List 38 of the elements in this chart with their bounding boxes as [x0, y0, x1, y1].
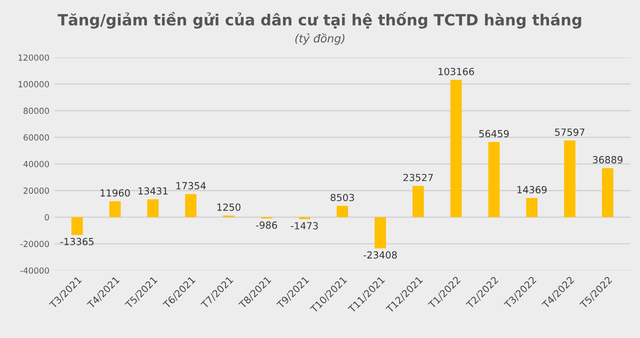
data-label: 23527	[403, 174, 433, 182]
chart-subtitle: (tỷ đồng)	[295, 33, 344, 45]
bar	[374, 217, 386, 248]
bar	[336, 206, 348, 218]
y-tick-label: 0	[44, 214, 49, 220]
y-tick-label: 100000	[18, 81, 49, 88]
y-tick-label: -20000	[20, 240, 49, 248]
data-label: -13365	[60, 238, 94, 246]
data-label: 14369	[517, 186, 547, 194]
data-label: 17354	[176, 182, 206, 190]
data-label: -1473	[290, 222, 318, 230]
bar	[109, 201, 121, 218]
y-tick-label: -40000	[20, 267, 49, 274]
y-tick-label: 40000	[23, 160, 49, 168]
data-label: 56459	[479, 130, 509, 138]
data-label: -23408	[364, 251, 397, 259]
y-tick-label: 20000	[24, 188, 49, 194]
y-tick-label: 120000	[18, 54, 49, 61]
chart-title: Tăng/giảm tiền gửi của dân cư tại hệ thống TCTD hàng tháng	[58, 12, 582, 29]
bar	[450, 80, 462, 218]
data-label: 57597	[555, 128, 584, 136]
data-label: 11960	[100, 189, 130, 197]
bar	[71, 217, 83, 235]
bar	[185, 194, 197, 218]
y-tick-label: 80000	[24, 108, 49, 114]
data-label: 36889	[592, 156, 622, 164]
bar	[526, 198, 538, 218]
bar	[147, 199, 159, 218]
data-label: 103166	[438, 68, 474, 76]
bar	[564, 140, 576, 218]
bar	[602, 168, 614, 218]
bar	[488, 142, 500, 218]
data-label: 1250	[217, 203, 240, 211]
data-label: 13431	[138, 187, 168, 195]
y-tick-label: 60000	[24, 134, 49, 141]
data-label: -986	[256, 221, 278, 229]
bar	[412, 186, 424, 218]
data-label: 8503	[330, 194, 354, 202]
